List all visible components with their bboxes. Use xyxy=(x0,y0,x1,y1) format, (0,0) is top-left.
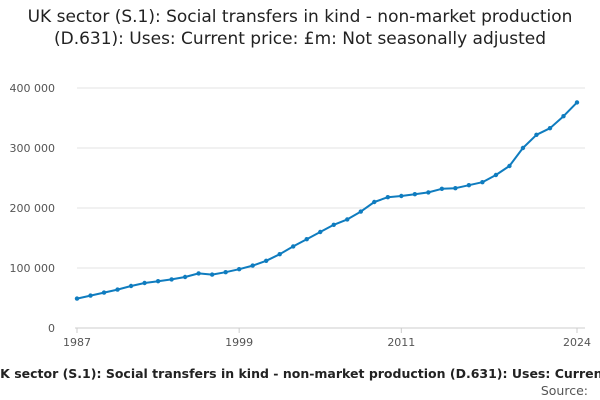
x-axis-tick-labels: 1987 1999 2011 2024 xyxy=(63,336,591,349)
data-point[interactable] xyxy=(412,192,418,197)
data-point[interactable] xyxy=(520,145,526,151)
y-tick-label: 300 000 xyxy=(10,142,56,155)
y-tick-label: 100 000 xyxy=(10,262,56,275)
data-point[interactable] xyxy=(209,272,215,277)
data-point[interactable] xyxy=(128,283,134,289)
series-line xyxy=(76,101,578,300)
data-point[interactable] xyxy=(115,287,120,292)
y-tick-label: 200 000 xyxy=(10,202,56,215)
data-point[interactable] xyxy=(88,293,93,298)
x-tick-label: 2011 xyxy=(387,336,415,349)
x-tick-label: 1999 xyxy=(225,336,253,349)
data-point[interactable] xyxy=(250,263,255,268)
data-point[interactable] xyxy=(304,237,309,242)
data-point[interactable] xyxy=(358,209,363,214)
data-point[interactable] xyxy=(277,252,282,257)
data-point[interactable] xyxy=(169,277,174,282)
data-point[interactable] xyxy=(547,126,553,131)
data-point[interactable] xyxy=(574,100,580,105)
data-point[interactable] xyxy=(331,222,336,227)
data-point[interactable] xyxy=(480,180,485,185)
data-point[interactable] xyxy=(399,193,404,199)
data-point[interactable] xyxy=(155,279,161,284)
data-point[interactable] xyxy=(196,271,201,276)
data-point[interactable] xyxy=(101,290,107,295)
data-point[interactable] xyxy=(534,132,539,137)
data-point[interactable] xyxy=(74,296,80,301)
data-point[interactable] xyxy=(236,267,242,272)
data-point[interactable] xyxy=(182,274,188,280)
data-point[interactable] xyxy=(453,186,458,191)
data-point[interactable] xyxy=(385,195,391,200)
chart-title: UK sector (S.1): Social transfers in kin… xyxy=(27,7,573,49)
y-axis-tick-labels: 0 100 000 200 000 300 000 400 000 xyxy=(10,82,56,335)
data-point[interactable] xyxy=(426,190,431,195)
data-point[interactable] xyxy=(345,217,350,222)
series-legend-label: UK sector (S.1): Social transfers in kin… xyxy=(0,366,600,381)
grid-lines xyxy=(77,87,585,269)
data-point[interactable] xyxy=(493,172,499,178)
data-point[interactable] xyxy=(263,258,269,263)
series-layer xyxy=(74,100,580,301)
x-tick-label: 1987 xyxy=(63,336,91,349)
y-tick-label: 400 000 xyxy=(10,82,56,95)
data-point[interactable] xyxy=(291,244,296,249)
data-point[interactable] xyxy=(466,183,472,188)
data-point[interactable] xyxy=(372,199,377,205)
y-tick-label: 0 xyxy=(48,322,55,335)
data-point[interactable] xyxy=(223,270,228,275)
source-label[interactable]: Source: xyxy=(540,383,588,398)
data-point[interactable] xyxy=(142,280,147,286)
data-point[interactable] xyxy=(318,229,323,235)
data-point[interactable] xyxy=(561,114,566,119)
x-tick-label: 2024 xyxy=(563,336,591,349)
data-point[interactable] xyxy=(507,163,512,169)
axes xyxy=(75,327,585,333)
data-point[interactable] xyxy=(439,186,445,191)
